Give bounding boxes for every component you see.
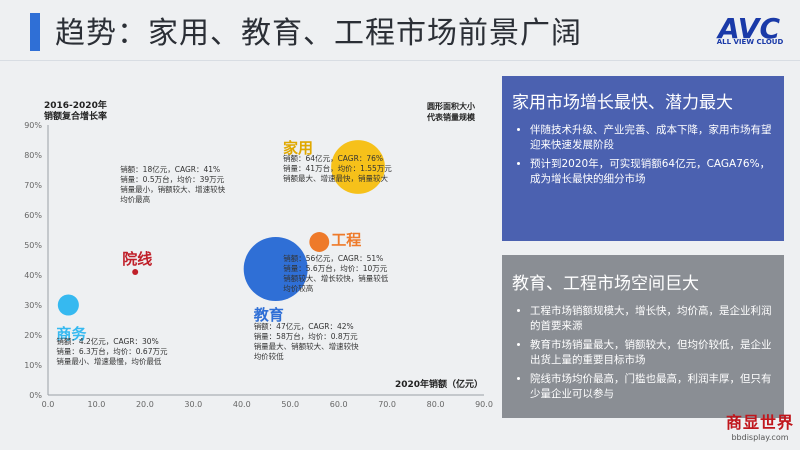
segment-info: 销额：56亿元，CAGR：51% 销量：5.6万台，均价：10万元 销额较大、增长较…	[283, 254, 388, 294]
watermark-sub: bbdisplay.com	[731, 433, 789, 442]
bubble-商务	[57, 294, 79, 316]
home-panel-bullet: 伴随技术升级、产业完善、成本下降，家用市场有望迎来快速发展阶段	[530, 123, 774, 153]
segment-info: 销额：18亿元，CAGR：41% 销量：0.5万台，均价：39万元 销量最小，销额较…	[120, 165, 225, 205]
size-note-line1: 圆形面积大小	[427, 102, 475, 111]
x-tick-label: 0.0	[42, 400, 55, 409]
y-tick-label: 30%	[24, 301, 42, 310]
home-market-panel: 家用市场增长最快、潜力最大 伴随技术升级、产业完善、成本下降，家用市场有望迎来快…	[502, 76, 784, 241]
segment-info-line: 销量最大、销额较大、增速较快	[253, 342, 359, 351]
segment-info-line: 销额：64亿元，CAGR：76%	[283, 154, 384, 163]
x-tick-label: 30.0	[184, 400, 202, 409]
avc-logo: AVC	[716, 12, 780, 45]
segment-info-line: 销额：47亿元，CAGR：42%	[253, 322, 354, 331]
bubble-家用	[331, 140, 385, 194]
edu-panel-bullets: 工程市场销额规模大，增长快，均价高，是企业利润的首要来源 教育市场销量最大，销额…	[502, 304, 784, 402]
avc-logo-mark: AVC	[716, 12, 780, 45]
x-axis-title: 2020年销额（亿元）	[395, 380, 484, 390]
edu-eng-market-panel: 教育、工程市场空间巨大 工程市场销额规模大，增长快，均价高，是企业利润的首要来源…	[502, 255, 784, 418]
segment-info-line: 销额最大、增速最快，销量较大	[283, 174, 389, 183]
segment-info-line: 销量：6.3万台，均价：0.67万元	[56, 347, 168, 356]
segment-info-line: 销额较大、增长较快，销量较低	[283, 274, 389, 283]
x-tick-label: 40.0	[233, 400, 251, 409]
size-note-line2: 代表销量规模	[427, 113, 475, 122]
home-panel-bullets: 伴随技术升级、产业完善、成本下降，家用市场有望迎来快速发展阶段 预计到2020年…	[502, 123, 784, 187]
segment-info-line: 均价最高	[120, 195, 151, 204]
y-tick-label: 60%	[24, 211, 42, 220]
x-tick-label: 90.0	[475, 400, 493, 409]
x-tick-label: 60.0	[330, 400, 348, 409]
home-panel-bullet: 预计到2020年，可实现销额64亿元，CAGA76%，成为增长最快的细分市场	[530, 157, 774, 187]
y-tick-label: 80%	[24, 151, 42, 160]
segment-info-line: 销额：4.2亿元，CAGR：30%	[56, 337, 159, 346]
y-tick-label: 50%	[24, 241, 42, 250]
bubble-chart: 0% 10% 20% 30% 40% 50% 60% 70% 80% 90% 0.0 10.0 20.0…	[24, 121, 493, 409]
y-axis-title-line1: 2016-2020年	[44, 101, 107, 111]
x-tick-label: 10.0	[88, 400, 106, 409]
edu-panel-title: 教育、工程市场空间巨大	[512, 274, 699, 294]
segment-name: 商务	[56, 325, 87, 343]
segment-name: 院线	[122, 250, 153, 268]
segment-info-line: 销量：58万台，均价：0.8万元	[253, 332, 358, 341]
segment-name: 教育	[253, 306, 284, 324]
y-axis-title: 2016-2020年 销额复合增长率	[44, 101, 107, 123]
bubble-教育	[243, 237, 308, 301]
header-divider	[0, 60, 800, 61]
edu-panel-bullet: 院线市场均价最高，门槛也最高，利润丰厚，但只有少量企业可以参与	[530, 372, 774, 402]
segment-info-line: 销量最小，销额较大、增速较快	[120, 185, 226, 194]
x-tick-label: 20.0	[136, 400, 154, 409]
y-tick-label: 10%	[24, 361, 42, 370]
edu-panel-bullet: 教育市场销量最大，销额较大，但均价较低，是企业出货上量的重要目标市场	[530, 338, 774, 368]
logo-text: ALL VIEW CLOUD	[716, 38, 784, 46]
page-title: 趋势：家用、教育、工程市场前景广阔	[55, 16, 582, 51]
watermark-logo: 商显世界 bbdisplay.com	[726, 409, 794, 442]
segment-info-line: 销量：41万台，均价：1.55万元	[283, 164, 392, 173]
segment-info-line: 销额：56亿元，CAGR：51%	[283, 254, 384, 263]
segment-info-line: 均价较高	[283, 284, 314, 293]
x-tick-label: 70.0	[378, 400, 396, 409]
segment-info-line: 销量：5.6万台，均价：10万元	[283, 264, 388, 273]
x-tick-label: 80.0	[427, 400, 445, 409]
segment-info-line: 销额：18亿元，CAGR：41%	[120, 165, 221, 174]
bubble-院线	[132, 269, 139, 275]
segment-info-line: 均价较低	[253, 352, 284, 361]
y-tick-label: 70%	[24, 181, 42, 190]
bubble-size-note: 圆形面积大小 代表销量规模	[395, 101, 475, 123]
segment-info: 销额：47亿元，CAGR：42% 销量：58万台，均价：0.8万元 销量最大、销额较…	[254, 322, 359, 362]
segment-info: 销额：4.2亿元，CAGR：30% 销量：6.3万台，均价：0.67万元 销量最小、…	[56, 337, 167, 367]
segment-info-line: 销量最小、增速最慢，均价最低	[56, 357, 162, 366]
segment-info: 销额：64亿元，CAGR：76% 销量：41万台，均价：1.55万元 销额最大、增速…	[283, 154, 392, 184]
bubble-工程	[309, 232, 330, 252]
edu-panel-bullet: 工程市场销额规模大，增长快，均价高，是企业利润的首要来源	[530, 304, 774, 334]
title-accent-bar	[30, 13, 40, 51]
y-tick-label: 0%	[29, 391, 42, 400]
x-tick-label: 50.0	[281, 400, 299, 409]
y-axis-title-line2: 销额复合增长率	[44, 112, 108, 122]
segment-name: 工程	[331, 231, 362, 249]
y-tick-label: 40%	[24, 271, 42, 280]
segment-name: 家用	[283, 139, 314, 157]
y-tick-label: 90%	[24, 121, 42, 130]
home-panel-title: 家用市场增长最快、潜力最大	[512, 93, 733, 113]
watermark-main: 商显世界	[725, 413, 794, 432]
segment-info-line: 销量：0.5万台，均价：39万元	[120, 175, 225, 184]
y-tick-label: 20%	[24, 331, 42, 340]
